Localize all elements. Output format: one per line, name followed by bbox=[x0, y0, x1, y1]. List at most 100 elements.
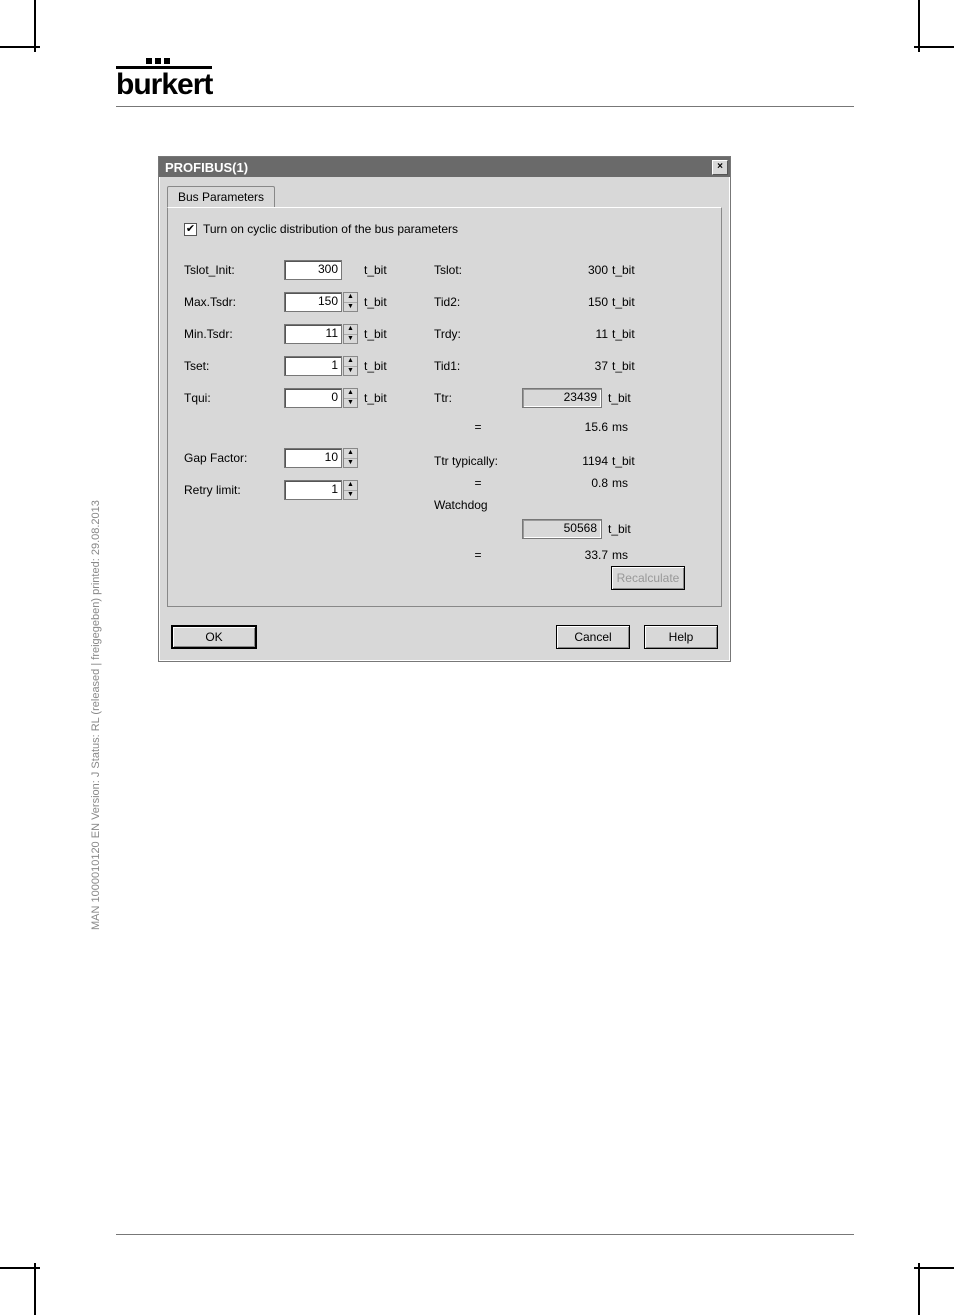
param-label: Min.Tsdr: bbox=[184, 327, 284, 341]
param-input[interactable]: 1 bbox=[284, 480, 342, 500]
spinner[interactable]: ▲▼ bbox=[343, 324, 358, 344]
crop-mark bbox=[0, 1267, 40, 1269]
param-input[interactable]: 0 bbox=[284, 388, 342, 408]
ttr-ms-value: 15.6 bbox=[522, 420, 612, 434]
help-button[interactable]: Help bbox=[644, 625, 718, 649]
side-note: MAN 1000010120 EN Version: J Status: RL … bbox=[90, 500, 102, 930]
param-row: Tslot:300t_bit bbox=[434, 254, 705, 286]
crop-mark bbox=[914, 1267, 954, 1269]
param-label: Max.Tsdr: bbox=[184, 295, 284, 309]
param-input[interactable]: 150 bbox=[284, 292, 342, 312]
watchdog-value: 50568 bbox=[522, 519, 602, 539]
param-row: Tslot_Init:300 t_bit bbox=[184, 254, 434, 286]
crop-mark bbox=[0, 46, 40, 48]
spinner[interactable]: ▲▼ bbox=[343, 356, 358, 376]
param-input[interactable]: 1 bbox=[284, 356, 342, 376]
param-unit: t_bit bbox=[364, 327, 387, 341]
ttr-typ-unit: t_bit bbox=[612, 454, 635, 468]
ttr-typ-ms-value: 0.8 bbox=[522, 476, 612, 490]
ttr-value: 23439 bbox=[522, 388, 602, 408]
ttr-label: Ttr: bbox=[434, 391, 522, 405]
param-input[interactable]: 300 bbox=[284, 260, 342, 280]
logo-text: burkert bbox=[116, 68, 212, 101]
param-row: Gap Factor:10▲▼ bbox=[184, 442, 434, 474]
ttr-typ-ms-unit: ms bbox=[612, 476, 628, 490]
watchdog-label: Watchdog bbox=[434, 498, 522, 512]
tab-row: Bus Parameters bbox=[159, 177, 730, 207]
param-label: Tslot: bbox=[434, 263, 522, 277]
watchdog-row: 50568 t_bit bbox=[434, 516, 705, 542]
param-unit: t_bit bbox=[612, 295, 635, 309]
cancel-button[interactable]: Cancel bbox=[556, 625, 630, 649]
param-label: Tslot_Init: bbox=[184, 263, 284, 277]
param-value: 150 bbox=[522, 295, 612, 309]
cyclic-distribution-label: Turn on cyclic distribution of the bus p… bbox=[203, 222, 458, 236]
ttr-typ-row: Ttr typically: 1194 t_bit bbox=[434, 450, 705, 472]
tab-bus-parameters[interactable]: Bus Parameters bbox=[167, 186, 275, 208]
param-value: 11 bbox=[522, 327, 612, 341]
profibus-dialog: PROFIBUS(1) × Bus Parameters ✔ Turn on c… bbox=[158, 156, 731, 662]
recalculate-button[interactable]: Recalculate bbox=[611, 566, 685, 590]
param-input[interactable]: 11 bbox=[284, 324, 342, 344]
spinner[interactable]: ▲▼ bbox=[343, 388, 358, 408]
ttr-typ-eq: = bbox=[434, 476, 522, 490]
param-unit: t_bit bbox=[364, 263, 387, 277]
ttr-typ-ms-row: = 0.8 ms bbox=[434, 472, 705, 494]
page-frame: burkert PROFIBUS(1) × Bus Parameters ✔ T… bbox=[116, 60, 854, 1235]
crop-mark bbox=[914, 46, 954, 48]
param-row: Min.Tsdr:11▲▼ t_bit bbox=[184, 318, 434, 350]
param-label: Tset: bbox=[184, 359, 284, 373]
param-row: Max.Tsdr:150▲▼ t_bit bbox=[184, 286, 434, 318]
ttr-ms-row: = 15.6 ms bbox=[434, 414, 705, 440]
param-row: Trdy:11t_bit bbox=[434, 318, 705, 350]
crop-mark bbox=[34, 0, 36, 52]
spinner[interactable]: ▲▼ bbox=[343, 448, 358, 468]
watchdog-eq: = bbox=[434, 548, 522, 562]
footer-rule bbox=[116, 1234, 854, 1235]
spinner[interactable]: ▲▼ bbox=[343, 480, 358, 500]
crop-mark bbox=[34, 1263, 36, 1315]
param-row: Tqui:0▲▼ t_bit bbox=[184, 382, 434, 414]
tab-panel: ✔ Turn on cyclic distribution of the bus… bbox=[167, 207, 722, 607]
ttr-unit: t_bit bbox=[608, 391, 631, 405]
crop-mark bbox=[918, 0, 920, 52]
dialog-titlebar: PROFIBUS(1) × bbox=[159, 157, 730, 177]
param-input[interactable]: 10 bbox=[284, 448, 342, 468]
header-rule bbox=[116, 106, 854, 107]
param-unit: t_bit bbox=[364, 295, 387, 309]
param-value: 37 bbox=[522, 359, 612, 373]
param-unit: t_bit bbox=[364, 359, 387, 373]
watchdog-unit: t_bit bbox=[608, 522, 631, 536]
param-label: Tqui: bbox=[184, 391, 284, 405]
ttr-row: Ttr: 23439 t_bit bbox=[434, 382, 705, 414]
param-label: Tid2: bbox=[434, 295, 522, 309]
param-unit: t_bit bbox=[612, 359, 635, 373]
dialog-title: PROFIBUS(1) bbox=[165, 160, 248, 175]
param-value: 300 bbox=[522, 263, 612, 277]
ttr-typ-label: Ttr typically: bbox=[434, 454, 522, 468]
ok-button[interactable]: OK bbox=[171, 625, 257, 649]
right-column: Tslot:300t_bitTid2:150t_bitTrdy:11t_bitT… bbox=[434, 254, 705, 568]
cyclic-distribution-row: ✔ Turn on cyclic distribution of the bus… bbox=[184, 222, 705, 236]
watchdog-ms-value: 33.7 bbox=[522, 548, 612, 562]
watchdog-ms-row: = 33.7 ms bbox=[434, 542, 705, 568]
param-row: Retry limit:1▲▼ bbox=[184, 474, 434, 506]
param-unit: t_bit bbox=[364, 391, 387, 405]
param-label: Trdy: bbox=[434, 327, 522, 341]
param-row: Tid2:150t_bit bbox=[434, 286, 705, 318]
param-row: Tid1:37t_bit bbox=[434, 350, 705, 382]
param-row: Tset:1▲▼ t_bit bbox=[184, 350, 434, 382]
param-label: Tid1: bbox=[434, 359, 522, 373]
spinner[interactable]: ▲▼ bbox=[343, 292, 358, 312]
left-column: Tslot_Init:300t_bitMax.Tsdr:150▲▼t_bitMi… bbox=[184, 254, 434, 568]
param-unit: t_bit bbox=[612, 263, 635, 277]
param-label: Retry limit: bbox=[184, 483, 284, 497]
dialog-button-row: OK Cancel Help bbox=[159, 615, 730, 661]
burkert-logo: burkert bbox=[116, 60, 212, 102]
cyclic-distribution-checkbox[interactable]: ✔ bbox=[184, 223, 197, 236]
param-unit: t_bit bbox=[612, 327, 635, 341]
ttr-ms-unit: ms bbox=[612, 420, 628, 434]
ttr-eq: = bbox=[434, 420, 522, 434]
watchdog-ms-unit: ms bbox=[612, 548, 628, 562]
close-icon[interactable]: × bbox=[712, 160, 728, 175]
